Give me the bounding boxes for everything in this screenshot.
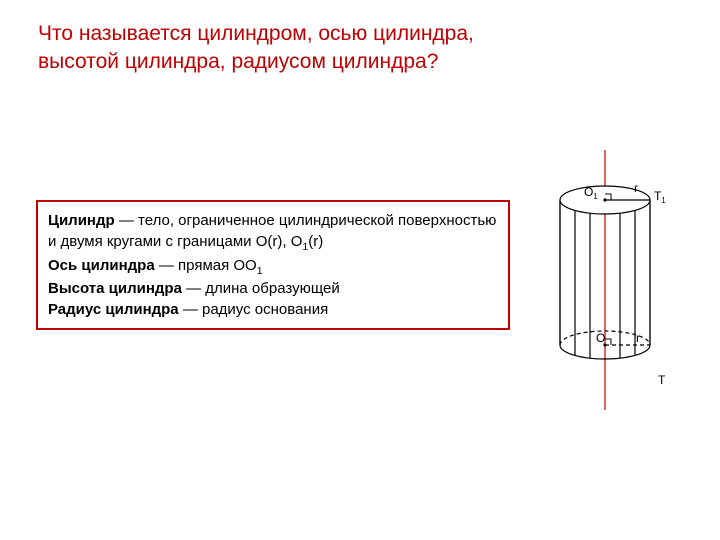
- svg-text:r: r: [636, 331, 640, 345]
- svg-text:r: r: [634, 181, 638, 195]
- svg-text:T1: T1: [654, 189, 666, 205]
- definition-box: Цилиндр — тело, ограниченное цилиндричес…: [36, 200, 510, 330]
- svg-text:T: T: [658, 373, 666, 387]
- cylinder-diagram: O1T1rOrT: [540, 150, 700, 430]
- svg-text:O: O: [596, 331, 605, 345]
- page-title: Что называется цилиндром, осью цилиндра,…: [38, 20, 518, 77]
